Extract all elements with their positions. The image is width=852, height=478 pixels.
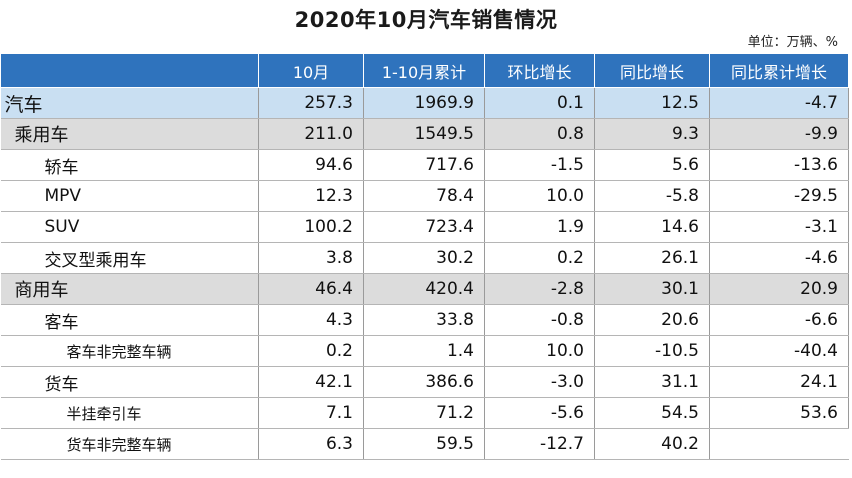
oct-cell: 46.4 xyxy=(258,273,364,305)
yoy-cell: 12.5 xyxy=(594,87,710,119)
yoy-cell: 31.1 xyxy=(594,366,710,398)
mom-cell: 0.8 xyxy=(484,118,595,150)
oct-cell: 211.0 xyxy=(258,118,364,150)
yoy-ytd-cell: 20.9 xyxy=(709,273,849,305)
mom-cell: -3.0 xyxy=(484,366,595,398)
row-name-cell: 轿车 xyxy=(0,149,259,181)
table-row: SUV 100.2 723.4 1.9 14.6 -3.1 xyxy=(0,211,849,243)
table-row: 客车非完整车辆 0.2 1.4 10.0 -10.5 -40.4 xyxy=(0,335,849,367)
oct-cell: 94.6 xyxy=(258,149,364,181)
row-name-cell: SUV xyxy=(0,211,259,243)
header-row: 10月 1-10月累计 环比增长 同比增长 同比累计增长 xyxy=(0,53,849,88)
yoy-cell: 14.6 xyxy=(594,211,710,243)
sales-table: 10月 1-10月累计 环比增长 同比增长 同比累计增长 汽车 257.3 19… xyxy=(0,53,849,460)
yoy-cell: -10.5 xyxy=(594,335,710,367)
yoy-ytd-cell: 24.1 xyxy=(709,366,849,398)
mom-cell: -2.8 xyxy=(484,273,595,305)
table-row: 货车 42.1 386.6 -3.0 31.1 24.1 xyxy=(0,366,849,398)
mom-cell: 1.9 xyxy=(484,211,595,243)
mom-cell: 0.1 xyxy=(484,87,595,119)
yoy-cell: 20.6 xyxy=(594,304,710,336)
row-name-cell: 半挂牵引车 xyxy=(0,397,259,429)
row-name-cell: 货车 xyxy=(0,366,259,398)
header-cell-mom: 环比增长 xyxy=(484,53,595,88)
ytd-cell: 717.6 xyxy=(363,149,485,181)
yoy-cell: 40.2 xyxy=(594,428,710,460)
oct-cell: 100.2 xyxy=(258,211,364,243)
ytd-cell: 723.4 xyxy=(363,211,485,243)
oct-cell: 3.8 xyxy=(258,242,364,274)
ytd-cell: 1.4 xyxy=(363,335,485,367)
header-cell-oct: 10月 xyxy=(258,53,364,88)
oct-cell: 7.1 xyxy=(258,397,364,429)
ytd-cell: 33.8 xyxy=(363,304,485,336)
yoy-ytd-cell: -9.9 xyxy=(709,118,849,150)
yoy-ytd-cell: 53.6 xyxy=(709,397,849,429)
header-cell-yoy-ytd: 同比累计增长 xyxy=(709,53,849,88)
row-name-cell: 商用车 xyxy=(0,273,259,305)
ytd-cell: 30.2 xyxy=(363,242,485,274)
yoy-ytd-cell xyxy=(709,428,849,460)
ytd-cell: 59.5 xyxy=(363,428,485,460)
mom-cell: 10.0 xyxy=(484,180,595,212)
mom-cell: -5.6 xyxy=(484,397,595,429)
row-name-cell: MPV xyxy=(0,180,259,212)
unit-label: 单位：万辆、% xyxy=(747,35,838,50)
ytd-cell: 420.4 xyxy=(363,273,485,305)
table-row: 商用车 46.4 420.4 -2.8 30.1 20.9 xyxy=(0,273,849,305)
yoy-ytd-cell: -4.6 xyxy=(709,242,849,274)
yoy-ytd-cell: -40.4 xyxy=(709,335,849,367)
oct-cell: 0.2 xyxy=(258,335,364,367)
oct-cell: 257.3 xyxy=(258,87,364,119)
yoy-cell: 9.3 xyxy=(594,118,710,150)
yoy-cell: 26.1 xyxy=(594,242,710,274)
table-row: MPV 12.3 78.4 10.0 -5.8 -29.5 xyxy=(0,180,849,212)
yoy-ytd-cell: -6.6 xyxy=(709,304,849,336)
oct-cell: 6.3 xyxy=(258,428,364,460)
table-row: 客车 4.3 33.8 -0.8 20.6 -6.6 xyxy=(0,304,849,336)
mom-cell: -1.5 xyxy=(484,149,595,181)
row-name-cell: 乘用车 xyxy=(0,118,259,150)
ytd-cell: 1549.5 xyxy=(363,118,485,150)
yoy-ytd-cell: -29.5 xyxy=(709,180,849,212)
ytd-cell: 78.4 xyxy=(363,180,485,212)
yoy-ytd-cell: -13.6 xyxy=(709,149,849,181)
yoy-cell: 54.5 xyxy=(594,397,710,429)
row-name-cell: 交叉型乘用车 xyxy=(0,242,259,274)
header-cell-yoy: 同比增长 xyxy=(594,53,710,88)
oct-cell: 4.3 xyxy=(258,304,364,336)
oct-cell: 42.1 xyxy=(258,366,364,398)
table-row: 乘用车 211.0 1549.5 0.8 9.3 -9.9 xyxy=(0,118,849,150)
row-name-cell: 客车非完整车辆 xyxy=(0,335,259,367)
row-name-cell: 客车 xyxy=(0,304,259,336)
page-title: 2020年10月汽车销售情况 xyxy=(294,8,558,32)
table-row: 轿车 94.6 717.6 -1.5 5.6 -13.6 xyxy=(0,149,849,181)
table-row: 交叉型乘用车 3.8 30.2 0.2 26.1 -4.6 xyxy=(0,242,849,274)
table-row: 汽车 257.3 1969.9 0.1 12.5 -4.7 xyxy=(0,87,849,119)
oct-cell: 12.3 xyxy=(258,180,364,212)
row-name-cell: 汽车 xyxy=(0,87,259,119)
yoy-cell: 30.1 xyxy=(594,273,710,305)
table-row: 货车非完整车辆 6.3 59.5 -12.7 40.2 xyxy=(0,428,849,460)
ytd-cell: 71.2 xyxy=(363,397,485,429)
ytd-cell: 1969.9 xyxy=(363,87,485,119)
ytd-cell: 386.6 xyxy=(363,366,485,398)
yoy-cell: -5.8 xyxy=(594,180,710,212)
yoy-ytd-cell: -4.7 xyxy=(709,87,849,119)
table-row: 半挂牵引车 7.1 71.2 -5.6 54.5 53.6 xyxy=(0,397,849,429)
mom-cell: -0.8 xyxy=(484,304,595,336)
header-cell-name xyxy=(0,53,259,88)
yoy-ytd-cell: -3.1 xyxy=(709,211,849,243)
yoy-cell: 5.6 xyxy=(594,149,710,181)
row-name-cell: 货车非完整车辆 xyxy=(0,428,259,460)
mom-cell: -12.7 xyxy=(484,428,595,460)
mom-cell: 10.0 xyxy=(484,335,595,367)
mom-cell: 0.2 xyxy=(484,242,595,274)
header-cell-ytd: 1-10月累计 xyxy=(363,53,485,88)
